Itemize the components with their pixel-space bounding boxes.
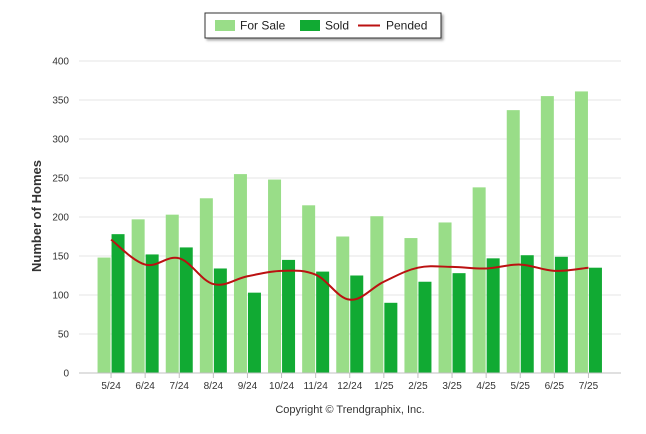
bar-sold xyxy=(384,302,398,373)
x-tick-label: 3/25 xyxy=(442,381,462,392)
bar-for-sale xyxy=(97,257,111,373)
y-tick-label: 200 xyxy=(52,213,69,224)
bar-sold xyxy=(418,281,432,373)
bar-for-sale xyxy=(131,219,145,373)
y-tick-label: 100 xyxy=(52,291,69,302)
x-tick-label: 10/24 xyxy=(269,381,294,392)
legend-label-for-sale: For Sale xyxy=(240,19,286,33)
x-tick-label: 6/24 xyxy=(135,381,155,392)
axes: 0 50 100 150 200 250 300 350 400 5/24 6/24 7/24 8/24… xyxy=(52,57,621,392)
y-tick-label: 300 xyxy=(52,135,69,146)
x-tick-label: 7/25 xyxy=(579,381,599,392)
bar-for-sale xyxy=(302,205,316,373)
x-tick-label: 4/25 xyxy=(476,381,496,392)
copyright-text: Copyright © Trendgraphix, Inc. xyxy=(275,404,424,416)
legend: For Sale Sold Pended xyxy=(204,12,442,39)
bar-for-sale xyxy=(472,187,486,373)
bar-sold xyxy=(111,234,125,373)
y-tick-label: 250 xyxy=(52,174,69,185)
bar-sold xyxy=(282,259,296,373)
bars xyxy=(97,91,602,374)
x-tick-label: 9/24 xyxy=(238,381,258,392)
bar-sold xyxy=(179,247,193,373)
bar-sold xyxy=(554,256,568,373)
x-tick-label: 11/24 xyxy=(304,381,329,392)
legend-swatch-for-sale xyxy=(215,20,235,31)
bar-sold xyxy=(213,268,227,373)
bar-sold xyxy=(145,254,159,373)
y-tick-label: 150 xyxy=(52,252,69,263)
y-tick-label: 0 xyxy=(63,369,69,380)
legend-label-sold: Sold xyxy=(325,19,349,33)
legend-swatch-sold xyxy=(300,20,320,31)
bar-for-sale xyxy=(404,238,418,373)
x-tick-label: 12/24 xyxy=(337,381,362,392)
bar-sold xyxy=(316,271,330,373)
bar-sold xyxy=(350,275,364,373)
y-tick-label: 400 xyxy=(52,57,69,68)
pended-line-layer xyxy=(110,238,589,301)
bar-for-sale xyxy=(370,216,384,373)
bar-for-sale xyxy=(165,214,179,373)
legend-label-pended: Pended xyxy=(386,19,427,33)
bar-for-sale xyxy=(438,222,452,373)
x-tick-label: 1/25 xyxy=(374,381,394,392)
bar-for-sale xyxy=(233,174,247,373)
y-axis-title: Number of Homes xyxy=(29,160,44,272)
bar-sold xyxy=(486,258,500,373)
y-tick-label: 50 xyxy=(58,330,70,341)
x-tick-label: 7/24 xyxy=(170,381,190,392)
bar-for-sale xyxy=(540,96,554,373)
bar-for-sale xyxy=(199,198,213,373)
x-tick-label: 5/24 xyxy=(101,381,121,392)
x-tick-label: 5/25 xyxy=(511,381,531,392)
x-tick-label: 6/25 xyxy=(545,381,565,392)
y-tick-label: 350 xyxy=(52,96,69,107)
bar-sold xyxy=(588,267,602,373)
bar-for-sale xyxy=(268,179,282,373)
bar-for-sale xyxy=(336,236,350,373)
bar-sold xyxy=(452,273,466,373)
pended-line xyxy=(110,238,589,301)
legend-box xyxy=(204,12,442,39)
bar-for-sale xyxy=(574,91,588,374)
bar-sold xyxy=(520,255,534,373)
bar-for-sale xyxy=(506,110,520,373)
x-tick-label: 2/25 xyxy=(408,381,428,392)
x-tick-label: 8/24 xyxy=(204,381,224,392)
grid xyxy=(79,60,621,335)
bar-sold xyxy=(247,292,261,373)
